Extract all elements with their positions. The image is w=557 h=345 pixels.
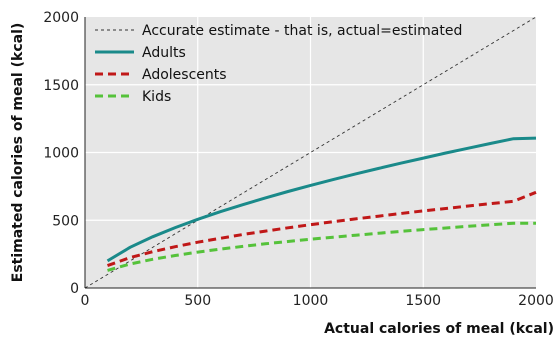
- series-line-0: [84, 16, 537, 289]
- legend-label-0: Accurate estimate - that is, actual=esti…: [142, 23, 462, 39]
- tick-labels: 0 500 1000 1500 2000 0 500 1000 1500 2000: [43, 10, 553, 309]
- axes: [84, 17, 536, 289]
- series-lines: [84, 16, 537, 289]
- y-tick-label: 0: [70, 281, 79, 297]
- x-tick-label: 1500: [405, 293, 441, 309]
- y-axis-title: Estimated calories of meal (kcal): [10, 23, 26, 283]
- x-tick-label: 0: [81, 293, 90, 309]
- gridlines: [85, 17, 536, 288]
- legend-label-3: Kids: [142, 89, 171, 105]
- y-tick-label: 1000: [43, 146, 79, 162]
- y-tick-label: 2000: [43, 10, 79, 26]
- legend-label-2: Adolescents: [142, 67, 227, 83]
- y-tick-label: 500: [52, 213, 79, 229]
- x-tick-label: 500: [184, 293, 211, 309]
- y-tick-label: 1500: [43, 78, 79, 94]
- x-tick-label: 2000: [518, 293, 554, 309]
- legend-label-1: Adults: [142, 45, 186, 61]
- legend: Accurate estimate - that is, actual=esti…: [95, 23, 462, 105]
- x-tick-label: 1000: [293, 293, 329, 309]
- x-axis-title: Actual calories of meal (kcal): [324, 321, 554, 337]
- series-line-1: [106, 136, 537, 263]
